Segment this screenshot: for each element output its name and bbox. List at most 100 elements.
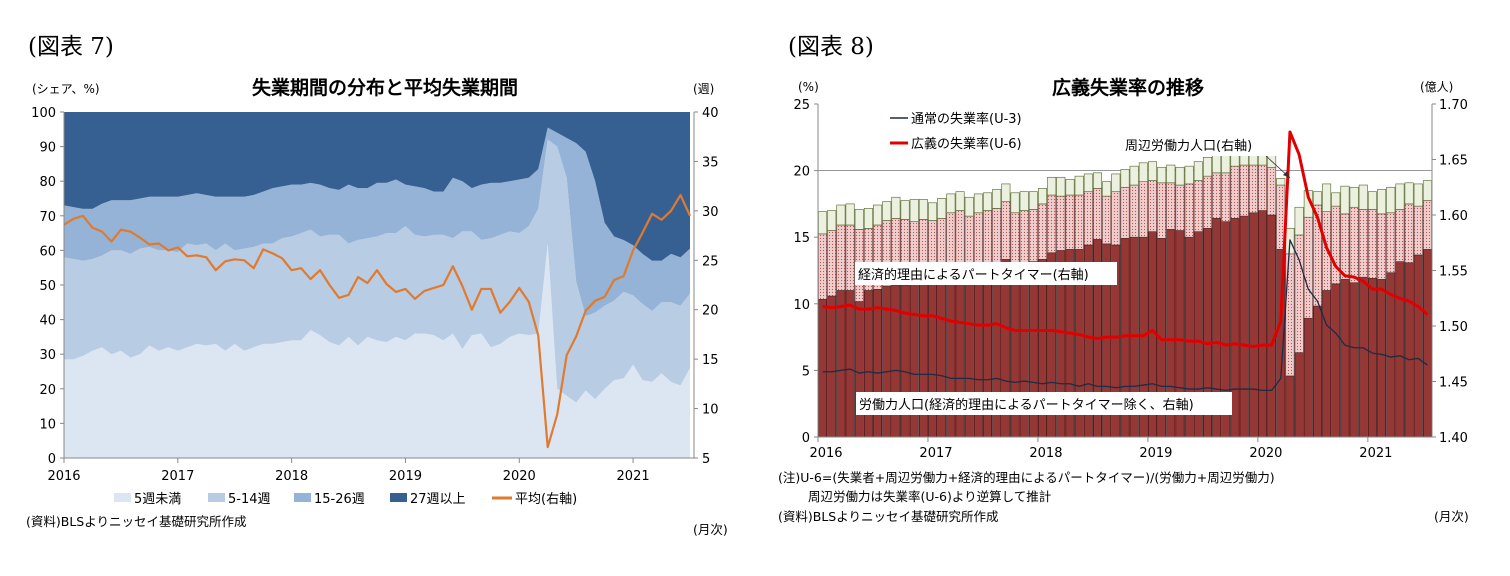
bar-segment-3 <box>937 198 947 219</box>
bar-segment-2 <box>1038 203 1048 260</box>
bar-segment-2 <box>1413 205 1423 256</box>
bar-segment-3 <box>1083 173 1093 192</box>
bar-segment-1 <box>1331 283 1341 438</box>
y-tick-label-left: 0 <box>802 431 810 446</box>
y-axis-left-unit: (シェア、%) <box>32 82 100 96</box>
bar-segment-2 <box>973 212 983 271</box>
bar-segment-2 <box>1102 195 1112 245</box>
source-note: (資料)BLSよりニッセイ基礎研究所作成 <box>778 509 998 524</box>
legend: 通常の失業率(U-3) 広義の失業率(U-6) <box>890 111 1022 152</box>
legend-label: 15-26週 <box>314 492 365 507</box>
y-tick-label-left: 10 <box>793 298 810 313</box>
bar-segment-3 <box>1093 172 1102 189</box>
bar-segment-1 <box>1349 282 1359 438</box>
annotations: 周辺労働力人口(右軸) 経済的理由によるパートタイマー(右軸) 労働力人口(経済… <box>855 134 1291 415</box>
bar-segment-3 <box>909 199 919 222</box>
bar-segment-3 <box>891 196 901 219</box>
legend-swatch <box>294 493 311 502</box>
bar-segment-3 <box>1331 192 1341 207</box>
y-tick-label-right: 10 <box>702 403 719 418</box>
bar-segment-3 <box>1148 161 1157 181</box>
chart-8: (図表 8) 広義失業率の推移 (%) (億人) 0 5 10 15 20 25 1.40 1… <box>778 34 1469 524</box>
bar-segment-3 <box>1175 166 1185 186</box>
bar-segment-1 <box>1312 305 1322 438</box>
area-series-4 <box>64 112 690 261</box>
bar-segment-3 <box>1111 173 1121 192</box>
bar-segment-2 <box>1395 209 1405 262</box>
plot-area <box>63 112 692 458</box>
bar-segment-3 <box>1202 156 1212 177</box>
y-tick-label-right: 1.45 <box>1439 376 1468 391</box>
bar-segment-2 <box>1349 206 1359 284</box>
legend-label: 27週以上 <box>410 492 466 507</box>
legend-swatch <box>390 493 407 502</box>
x-axis-unit: (月次) <box>693 522 728 537</box>
bar-segment-2 <box>836 224 846 291</box>
bar-segment-3 <box>1028 191 1038 210</box>
bar-segment-2 <box>1184 183 1194 238</box>
bar-segment-3 <box>1166 164 1176 184</box>
line-u6 <box>822 130 1429 348</box>
y-tick-label-left: 60 <box>39 244 56 259</box>
bar-segment-2 <box>1138 181 1148 238</box>
axes: 0 10 20 30 40 50 60 70 80 90 100 5 10 15 20 25 30 35 40 201… <box>31 106 718 484</box>
bar-segment-3 <box>1276 178 1286 186</box>
y-tick-label-left: 50 <box>39 279 56 294</box>
bar-segment-3 <box>1349 186 1359 208</box>
bar-segment-1 <box>1367 277 1377 438</box>
bar-segment-3 <box>1102 181 1112 197</box>
bar-segment-3 <box>845 203 855 226</box>
bar-segment-2 <box>992 208 1002 267</box>
bar-segment-1 <box>1395 261 1405 438</box>
x-tick-label: 2019 <box>1139 446 1172 461</box>
bar-segment-3 <box>882 201 892 221</box>
x-tick-label: 2016 <box>47 469 80 484</box>
bar-segment-2 <box>1257 164 1267 211</box>
bar-segment-1 <box>1257 210 1267 438</box>
bar-segment-2 <box>1129 184 1139 238</box>
legend-label: 平均(右軸) <box>515 492 577 507</box>
bar-segment-2 <box>1065 194 1075 250</box>
area-series-3 <box>64 127 690 317</box>
bar-segment-2 <box>1422 200 1432 250</box>
annotation-box <box>1122 134 1280 156</box>
y-tick-label-right: 1.40 <box>1439 431 1468 446</box>
chart-7: (図表 7) 失業期間の分布と平均失業期間 (シェア、%) (週) 0 10 20 3… <box>26 34 728 537</box>
footnote: (注)U-6=(失業者+周辺労働力+経済的理由によるパートタイマー)/(労働力+… <box>778 470 1275 485</box>
bar-segment-3 <box>946 193 956 214</box>
bar-segment-3 <box>1019 191 1029 211</box>
bar-segment-2 <box>1193 180 1203 232</box>
bar-segment-3 <box>973 193 983 214</box>
bar-segment-2 <box>1175 184 1185 231</box>
bar-segment-1 <box>1358 276 1368 438</box>
bar-segment-3 <box>1157 166 1167 184</box>
y-tick-label-right: 5 <box>702 452 710 467</box>
x-tick-label: 2021 <box>1359 446 1392 461</box>
bar-segment-2 <box>1212 172 1222 219</box>
line-average-duration <box>63 193 692 449</box>
bar-segment-3 <box>1129 165 1139 186</box>
bar-segment-2 <box>1157 182 1167 239</box>
bar-segment-3 <box>1404 182 1414 205</box>
legend: 5週未満 5-14週 15-26週 27週以上 平均(右軸) <box>114 492 577 507</box>
bar-segment-2 <box>1285 253 1295 377</box>
bar-segment-2 <box>818 233 828 300</box>
line-u3 <box>822 239 1428 392</box>
legend-label: 5-14週 <box>228 492 271 507</box>
bar-segment-2 <box>827 230 837 297</box>
bar-segment-1 <box>1377 279 1387 438</box>
bar-segment-1 <box>1285 375 1295 438</box>
bar-segment-2 <box>1386 212 1396 274</box>
x-tick-label: 2021 <box>617 469 650 484</box>
bar-segment-2 <box>845 224 855 291</box>
bar-segment-1 <box>845 290 855 438</box>
bar-segment-2 <box>1377 213 1387 280</box>
bar-segment-1 <box>836 290 846 438</box>
y-tick-label-left: 80 <box>39 175 56 190</box>
bar-segment-3 <box>1038 188 1048 205</box>
y-tick-label-right: 40 <box>702 106 719 121</box>
axes: 0 5 10 15 20 25 1.40 1.45 1.50 1.55 1.60 1.65 1.70 20… <box>793 98 1468 461</box>
y-axis-right-unit: (週) <box>693 82 714 96</box>
y-tick-label-left: 5 <box>802 364 810 379</box>
bar-segment-3 <box>1001 183 1011 202</box>
